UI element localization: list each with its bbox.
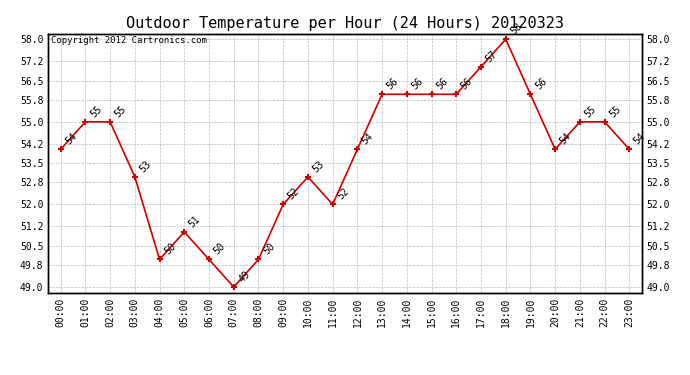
Text: 56: 56 (459, 76, 475, 92)
Text: 56: 56 (434, 76, 450, 92)
Text: 53: 53 (137, 159, 153, 174)
Text: 57: 57 (484, 49, 499, 64)
Text: 50: 50 (162, 241, 178, 257)
Text: 56: 56 (410, 76, 425, 92)
Text: 55: 55 (88, 104, 104, 119)
Text: 53: 53 (310, 159, 326, 174)
Text: 54: 54 (63, 131, 79, 147)
Text: 52: 52 (286, 186, 302, 202)
Text: 58: 58 (509, 21, 524, 36)
Text: 54: 54 (558, 131, 573, 147)
Text: 55: 55 (113, 104, 128, 119)
Text: 51: 51 (187, 214, 202, 229)
Text: 49: 49 (237, 269, 252, 284)
Text: Copyright 2012 Cartronics.com: Copyright 2012 Cartronics.com (51, 36, 207, 45)
Text: 55: 55 (607, 104, 623, 119)
Text: 56: 56 (533, 76, 549, 92)
Title: Outdoor Temperature per Hour (24 Hours) 20120323: Outdoor Temperature per Hour (24 Hours) … (126, 16, 564, 31)
Text: 54: 54 (360, 131, 375, 147)
Text: 55: 55 (582, 104, 598, 119)
Text: 56: 56 (385, 76, 400, 92)
Text: 50: 50 (262, 241, 277, 257)
Text: 52: 52 (335, 186, 351, 202)
Text: 54: 54 (632, 131, 647, 147)
Text: 50: 50 (212, 241, 227, 257)
